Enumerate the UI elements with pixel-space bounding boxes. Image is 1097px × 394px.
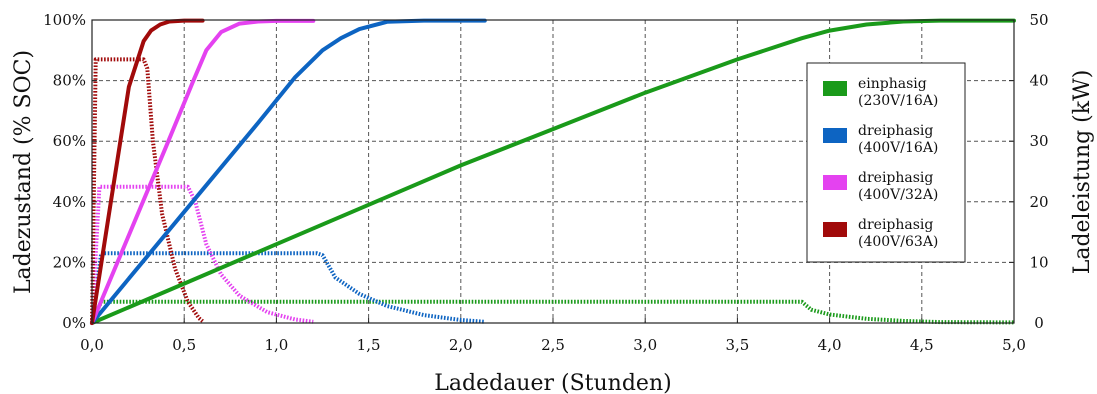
y-right-tick-label: 20	[1029, 193, 1048, 211]
legend-sublabel: (400V/32A)	[858, 187, 938, 203]
y-left-tick-label: 80%	[53, 72, 86, 90]
x-tick-label: 3,0	[633, 336, 657, 354]
x-tick-label: 2,5	[541, 336, 565, 354]
legend-label: einphasig	[858, 76, 927, 92]
soc-line-4	[90, 18, 205, 325]
soc-line-3	[90, 18, 316, 325]
soc-line-2	[90, 18, 487, 325]
legend-swatch	[823, 222, 847, 237]
left-axis-title: Ladezustand (% SOC)	[11, 50, 36, 294]
y-right-tick-label: 40	[1029, 72, 1048, 90]
legend: einphasig(230V/16A)dreiphasig(400V/16A)d…	[806, 62, 966, 263]
legend-label: dreiphasig	[858, 217, 933, 233]
x-tick-label: 4,5	[910, 336, 934, 354]
legend-sublabel: (400V/63A)	[858, 234, 938, 250]
legend-swatch	[823, 81, 847, 96]
power-line-2	[90, 251, 485, 324]
x-tick-label: 1,0	[264, 336, 288, 354]
legend-label: dreiphasig	[858, 123, 933, 139]
x-tick-label: 3,5	[725, 336, 749, 354]
y-left-tick-label: 40%	[53, 193, 86, 211]
soc-series	[90, 18, 1016, 325]
y-right-tick-label: 50	[1029, 11, 1048, 29]
legend-sublabel: (400V/16A)	[858, 140, 938, 156]
legend-swatch	[823, 128, 847, 143]
y-right-tick-label: 10	[1029, 253, 1048, 271]
x-tick-label: 4,0	[818, 336, 842, 354]
plot-frame	[91, 19, 1015, 324]
y-left-tick-label: 60%	[53, 132, 86, 150]
legend-swatch	[823, 175, 847, 190]
soc-line-1	[90, 18, 1016, 325]
y-right-tick-label: 30	[1029, 132, 1048, 150]
y-right-tick-label: 0	[1034, 314, 1044, 332]
legend-label: dreiphasig	[858, 170, 933, 186]
x-tick-label: 2,0	[449, 336, 473, 354]
x-tick-label: 0,5	[172, 336, 196, 354]
y-left-tick-label: 20%	[53, 253, 86, 271]
tick-labels: 0,0 0,5 1,0 1,5 2,0 2,5 3,0 3,5 4,0 4,5 5,0 0% 20% 40…	[43, 11, 1048, 354]
x-tick-label: 0,0	[80, 336, 104, 354]
right-axis-title: Ladeleistung (kW)	[1070, 70, 1095, 275]
x-axis-title: Ladedauer (Stunden)	[434, 371, 671, 394]
power-line-3	[90, 184, 314, 324]
y-left-tick-label: 0%	[62, 314, 86, 332]
x-tick-label: 5,0	[1002, 336, 1026, 354]
x-tick-label: 1,5	[357, 336, 381, 354]
y-left-tick-label: 100%	[43, 11, 86, 29]
legend-sublabel: (230V/16A)	[858, 93, 938, 109]
